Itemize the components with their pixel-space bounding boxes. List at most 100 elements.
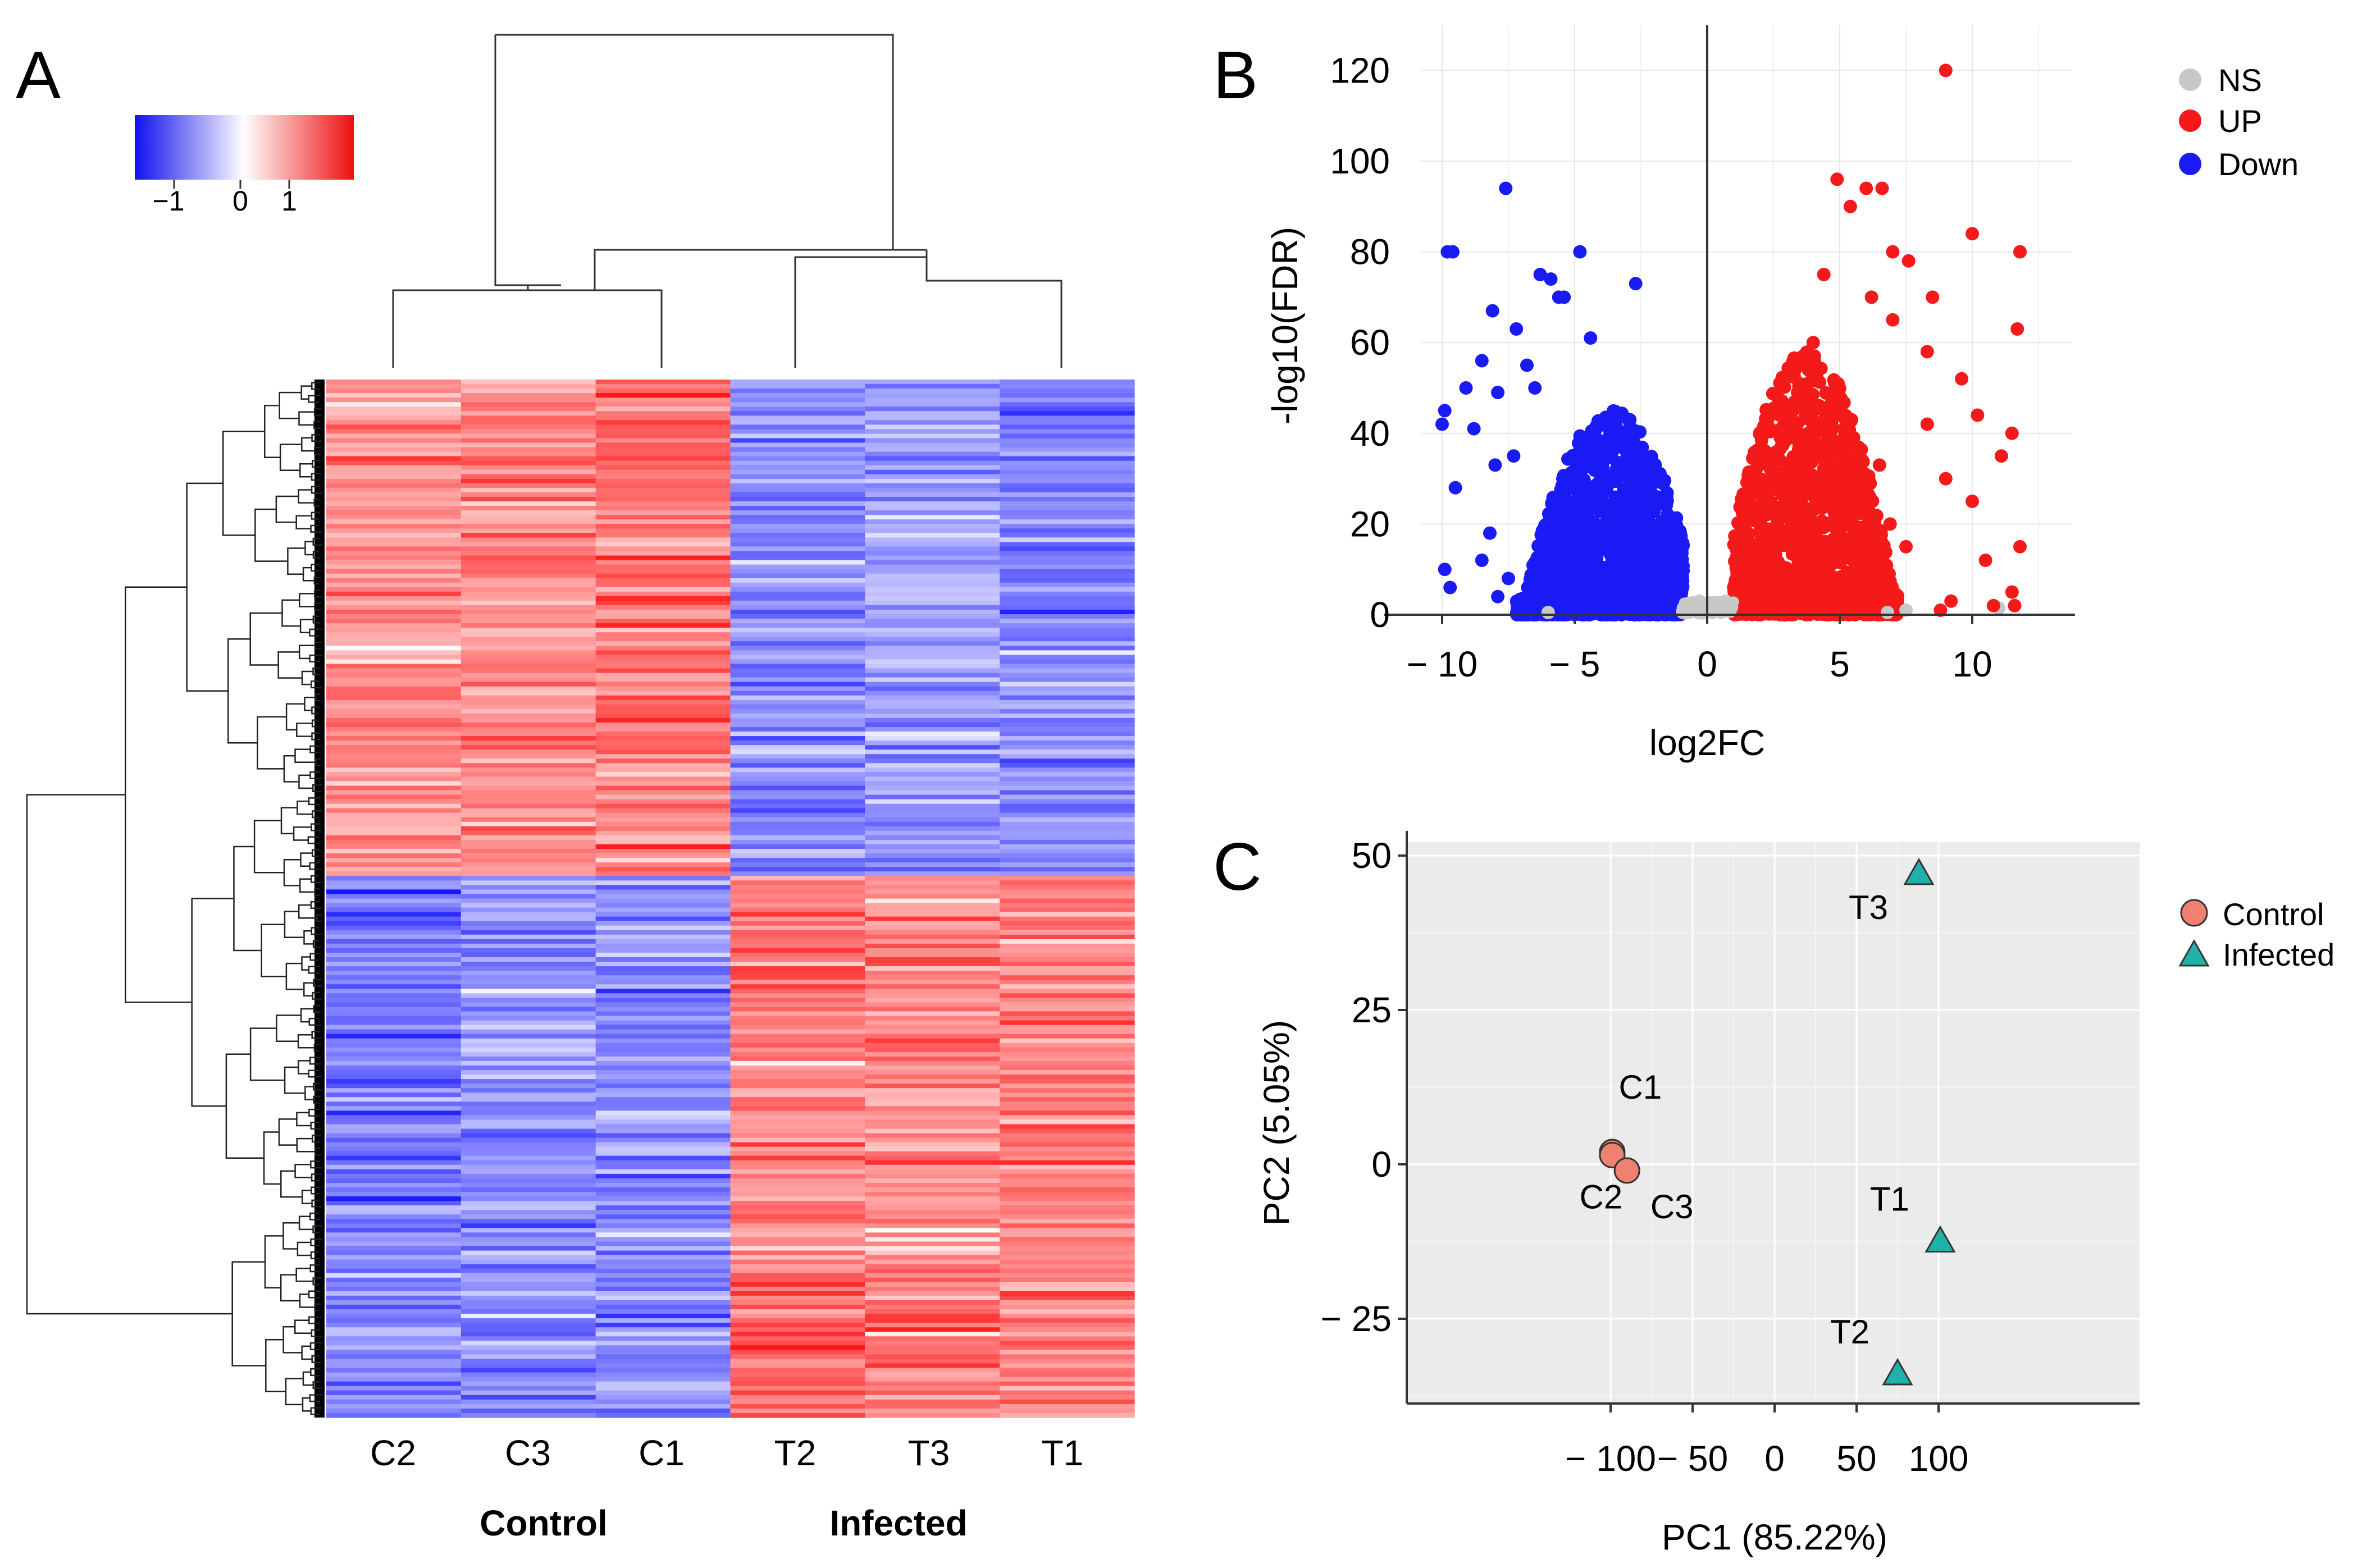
volcano-point-up (1821, 474, 1835, 488)
heatmap-cell (595, 1332, 731, 1337)
heatmap-cell (595, 998, 731, 1003)
heatmap-cell (326, 993, 462, 998)
heatmap-cell (326, 573, 462, 579)
heatmap-cell (1000, 451, 1135, 457)
heatmap-cell (595, 1101, 731, 1107)
heatmap-cell (730, 492, 865, 497)
heatmap-cell (460, 578, 596, 583)
volcano-point-up (1823, 410, 1837, 424)
heatmap-cell (865, 749, 1000, 755)
heatmap-cell (595, 438, 731, 444)
heatmap-cell (595, 519, 731, 524)
volcano-point-down (1445, 245, 1460, 259)
heatmap-cell (865, 691, 1000, 696)
volcano-point-up (1835, 397, 1849, 411)
volcano-point-down (1609, 474, 1623, 488)
heatmap-cell (460, 1412, 596, 1418)
volcano-point-up (1800, 508, 1814, 522)
pca-x-ticks: − 100− 50 0 50 100 (1565, 1404, 1968, 1479)
heatmap-cell (730, 1399, 865, 1405)
heatmap-cell (460, 1255, 596, 1260)
heatmap-cell (865, 803, 1000, 809)
heatmap-cell (326, 1336, 462, 1341)
heatmap-cell (865, 587, 1000, 592)
dendrogram-branch (299, 619, 313, 633)
heatmap-cell (730, 393, 865, 398)
heatmap-cell (865, 1016, 1000, 1021)
legend-marker-up (2179, 109, 2201, 132)
heatmap-cell (1000, 1201, 1135, 1206)
heatmap-cell (326, 1205, 462, 1210)
heatmap-cell (326, 853, 462, 858)
heatmap-cell (1000, 442, 1135, 448)
heatmap-cell (730, 515, 865, 520)
volcano-y-tick-label: 80 (1350, 232, 1390, 272)
volcano-x-tick-label: 0 (1697, 644, 1717, 684)
heatmap-cell (730, 1323, 865, 1328)
volcano-point-up (1944, 594, 1958, 608)
heatmap-cell (1000, 1065, 1135, 1071)
volcano-point-up (1826, 433, 1840, 447)
heatmap-cell (730, 456, 865, 461)
heatmap-cell (326, 1142, 462, 1148)
heatmap-cell (595, 930, 731, 935)
heatmap-cell (326, 925, 462, 931)
volcano-point-up (1934, 603, 1948, 617)
heatmap-cell (326, 826, 462, 831)
heatmap-cell (865, 867, 1000, 872)
heatmap-cell (326, 1259, 462, 1265)
heatmap-cell (595, 1277, 731, 1283)
heatmap-cell (326, 1309, 462, 1314)
heatmap-cell (730, 948, 865, 953)
volcano-point-down (1621, 423, 1635, 437)
heatmap-cell (865, 1268, 1000, 1274)
heatmap-cell (595, 785, 731, 791)
heatmap-cell (326, 1332, 462, 1337)
heatmap-cell (326, 943, 462, 949)
heatmap-cell (460, 1065, 596, 1071)
heatmap-cell (865, 862, 1000, 867)
heatmap-cell (730, 420, 865, 425)
heatmap-cell (865, 388, 1000, 394)
heatmap-cell (460, 1169, 596, 1174)
heatmap-cell (865, 907, 1000, 913)
heatmap-cell (326, 1164, 462, 1170)
heatmap-cell (730, 1029, 865, 1035)
heatmap-cell (1000, 1164, 1135, 1170)
volcano-point-up (1869, 509, 1884, 523)
volcano-point-up (1844, 414, 1858, 428)
heatmap-cell (1000, 993, 1135, 998)
heatmap-cell (595, 826, 731, 831)
heatmap-cell (460, 907, 596, 913)
heatmap-cell (1000, 708, 1135, 714)
volcano-point-down (1565, 479, 1579, 493)
heatmap-cell (730, 916, 865, 922)
heatmap-cell (730, 1282, 865, 1287)
heatmap-cell (730, 849, 865, 854)
heatmap-cell (326, 564, 462, 570)
volcano-point-down (1589, 419, 1603, 433)
heatmap-cell (460, 1187, 596, 1192)
heatmap-cell (460, 880, 596, 885)
heatmap-cell (595, 582, 731, 588)
heatmap-cell (865, 975, 1000, 980)
heatmap-cell (730, 1007, 865, 1012)
heatmap-cell (1000, 1146, 1135, 1152)
heatmap-cell (460, 858, 596, 863)
heatmap-cell (326, 1386, 462, 1391)
heatmap-cell (326, 858, 462, 863)
heatmap-cell (1000, 447, 1135, 452)
volcano-point-down (1507, 449, 1521, 463)
heatmap-cell (326, 456, 462, 461)
volcano-y-tick-label: 0 (1370, 595, 1390, 635)
heatmap-cell (460, 1372, 596, 1378)
volcano-point-down (1653, 584, 1667, 598)
heatmap-cell (460, 1192, 596, 1197)
dendrogram-branch (278, 1118, 297, 1146)
heatmap-column-label: C2 (370, 1433, 416, 1473)
heatmap-cell (865, 1069, 1000, 1075)
dendrogram-branch (283, 755, 299, 783)
heatmap-cell (460, 1228, 596, 1233)
heatmap-cell (595, 380, 731, 385)
heatmap-cell (595, 740, 731, 746)
